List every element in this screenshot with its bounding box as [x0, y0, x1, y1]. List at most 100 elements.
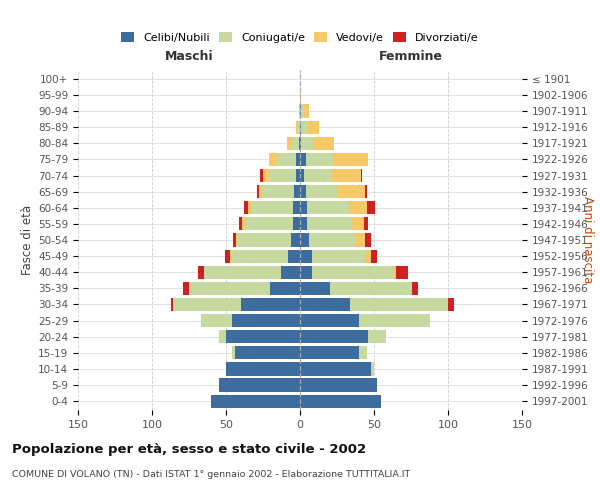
Bar — [294, 185, 300, 198]
Bar — [241, 298, 300, 311]
Bar — [396, 266, 408, 279]
Bar — [173, 298, 241, 311]
Bar — [296, 169, 300, 182]
Bar — [359, 346, 367, 360]
Bar — [293, 201, 300, 214]
Text: COMUNE DI VOLANO (TN) - Dati ISTAT 1° gennaio 2002 - Elaborazione TUTTITALIA.IT: COMUNE DI VOLANO (TN) - Dati ISTAT 1° ge… — [12, 470, 410, 479]
Bar — [278, 153, 296, 166]
Bar — [202, 314, 232, 327]
Bar — [251, 201, 293, 214]
Bar — [263, 169, 269, 182]
Bar — [301, 104, 304, 118]
Y-axis label: Anni di nascita: Anni di nascita — [581, 196, 594, 284]
Bar — [259, 185, 262, 198]
Bar — [269, 169, 296, 182]
Bar — [301, 136, 313, 150]
Bar — [300, 266, 312, 279]
Bar — [291, 234, 300, 246]
Text: Popolazione per età, sesso e stato civile - 2002: Popolazione per età, sesso e stato civil… — [12, 442, 366, 456]
Bar — [359, 314, 430, 327]
Bar — [361, 169, 362, 182]
Bar — [356, 234, 365, 246]
Bar — [371, 250, 377, 262]
Bar — [365, 185, 367, 198]
Bar — [448, 298, 454, 311]
Bar — [300, 250, 312, 262]
Bar — [352, 218, 364, 230]
Bar — [412, 282, 418, 295]
Bar — [307, 218, 352, 230]
Bar — [242, 218, 245, 230]
Bar — [238, 234, 291, 246]
Bar — [300, 88, 301, 102]
Bar — [312, 266, 393, 279]
Bar — [300, 314, 359, 327]
Bar — [300, 282, 329, 295]
Text: Femmine: Femmine — [379, 50, 443, 63]
Text: Maschi: Maschi — [164, 50, 214, 63]
Bar — [281, 266, 300, 279]
Bar — [271, 282, 300, 295]
Bar — [218, 330, 226, 344]
Bar — [291, 136, 299, 150]
Bar — [288, 250, 300, 262]
Bar — [171, 298, 173, 311]
Bar — [300, 234, 309, 246]
Bar — [307, 201, 349, 214]
Bar — [331, 169, 361, 182]
Bar — [226, 362, 300, 376]
Bar — [296, 153, 300, 166]
Bar — [300, 330, 368, 344]
Bar — [301, 120, 307, 134]
Bar — [312, 250, 365, 262]
Bar — [235, 346, 300, 360]
Bar — [309, 234, 356, 246]
Bar — [368, 330, 386, 344]
Bar — [232, 250, 288, 262]
Bar — [204, 266, 281, 279]
Bar — [364, 218, 368, 230]
Bar — [236, 234, 238, 246]
Bar — [306, 185, 338, 198]
Bar — [300, 362, 371, 376]
Bar — [257, 185, 259, 198]
Bar — [239, 218, 242, 230]
Bar — [350, 298, 446, 311]
Bar — [300, 218, 307, 230]
Bar — [349, 201, 367, 214]
Bar — [299, 136, 300, 150]
Bar — [338, 185, 365, 198]
Y-axis label: Fasce di età: Fasce di età — [21, 205, 34, 275]
Bar — [244, 201, 248, 214]
Bar — [411, 282, 412, 295]
Bar — [300, 378, 377, 392]
Bar — [300, 298, 350, 311]
Bar — [365, 250, 371, 262]
Bar — [365, 234, 371, 246]
Bar — [296, 120, 297, 134]
Bar — [189, 282, 271, 295]
Legend: Celibi/Nubili, Coniugati/e, Vedovi/e, Divorziati/e: Celibi/Nubili, Coniugati/e, Vedovi/e, Di… — [117, 28, 483, 48]
Bar — [211, 394, 300, 407]
Bar — [300, 104, 301, 118]
Bar — [300, 201, 307, 214]
Bar — [393, 266, 396, 279]
Bar — [300, 346, 359, 360]
Bar — [300, 136, 301, 150]
Bar — [248, 201, 251, 214]
Bar — [300, 394, 382, 407]
Bar — [201, 314, 202, 327]
Bar — [332, 153, 368, 166]
Bar — [230, 250, 232, 262]
Bar — [262, 185, 294, 198]
Bar — [300, 185, 306, 198]
Bar — [245, 218, 293, 230]
Bar — [233, 234, 236, 246]
Bar — [297, 120, 300, 134]
Bar — [287, 136, 291, 150]
Bar — [446, 298, 448, 311]
Bar — [306, 153, 332, 166]
Bar — [269, 153, 278, 166]
Bar — [304, 169, 331, 182]
Bar — [293, 218, 300, 230]
